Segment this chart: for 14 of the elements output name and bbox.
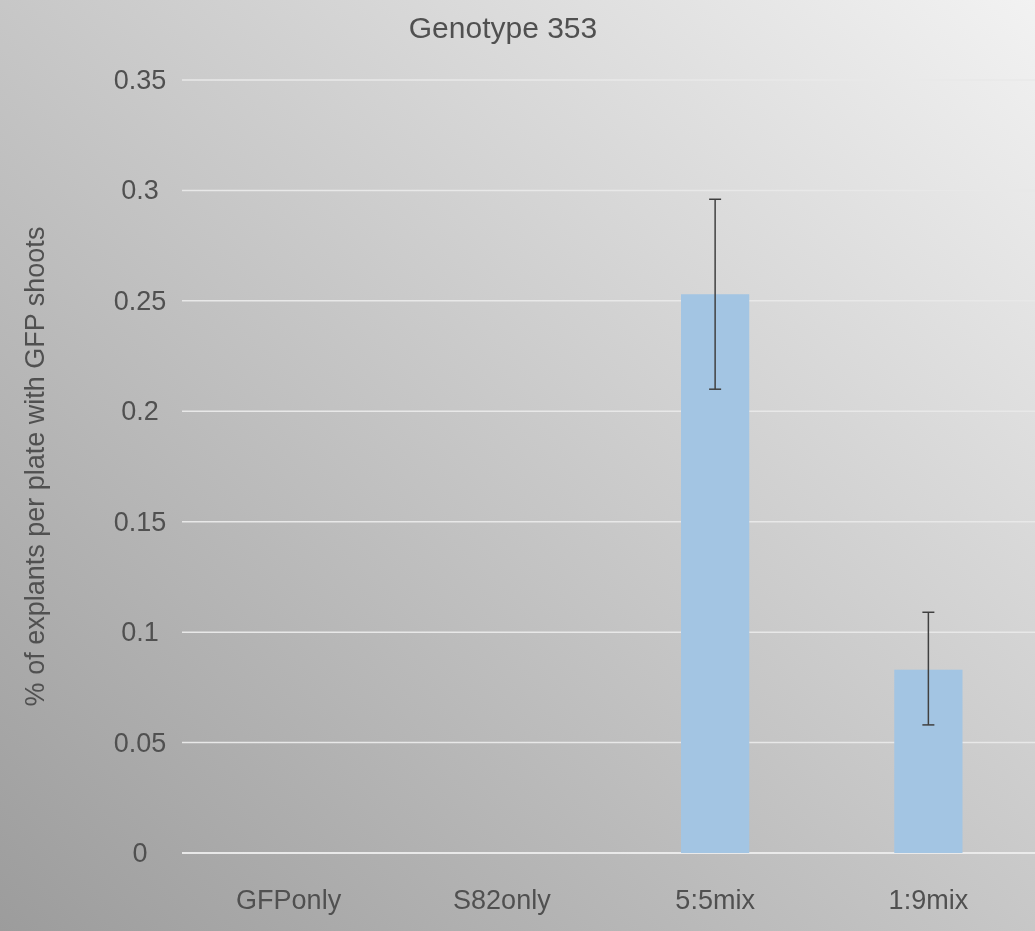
x-tick-label: 5:5mix [675,885,756,915]
x-tick-label: S82only [453,885,552,915]
y-tick-label: 0.15 [113,506,167,537]
y-tick-label: 0.35 [113,65,167,95]
y-tick-label: 0 [132,838,148,868]
y-tick-label: 0.3 [121,175,159,206]
x-tick-label: 1:9mix [888,885,969,915]
y-tick-label: 0.05 [113,727,167,758]
y-tick-label: 0.2 [121,396,159,427]
y-tick-label: 0.25 [113,285,167,316]
y-tick-label: 0.1 [121,617,159,648]
x-tick-label: GFPonly [236,885,342,915]
chart-title: Genotype 353 [408,11,598,44]
y-axis-title: % of explants per plate with GFP shoots [20,226,50,707]
